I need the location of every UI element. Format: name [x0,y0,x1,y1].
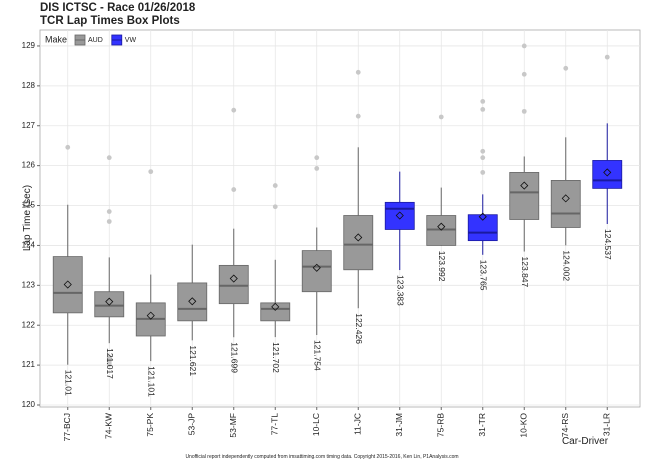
legend-label: AUD [88,37,103,44]
min-label: 123.383 [396,275,406,306]
mean-marker [395,211,404,220]
legend-label: VW [125,37,137,44]
box [52,256,83,314]
x-tick-label: 77-TL [270,413,280,435]
y-tick-label: 120 [22,400,36,409]
box [94,291,125,318]
outlier [480,155,486,161]
outlier [106,155,112,161]
x-axis-label: Car-Driver [562,436,609,447]
y-tick-label: 125 [22,201,36,210]
outlier [438,114,444,120]
x-tick-label: 74-KW [104,413,114,439]
box [592,160,623,189]
x-tick-label: 74-RS [560,413,570,437]
outlier [480,99,486,104]
mean-marker [478,212,487,221]
box [550,180,581,228]
min-label: 123.992 [437,251,447,282]
mean-marker [271,302,280,311]
outlier [106,209,112,214]
plot-area [39,29,641,408]
mean-marker [561,194,570,203]
min-label: 121.017 [105,348,115,379]
x-tick-label: 10-KO [519,413,529,438]
outlier [521,43,527,49]
outlier [521,108,527,114]
chart-title: DIS ICTSC - Race 01/26/2018 [40,2,196,14]
x-tick-label: 53-JP [187,413,197,436]
y-tick-label: 127 [22,121,36,130]
box [343,215,374,271]
box [467,214,498,242]
y-tick-label: 129 [22,41,36,50]
x-tick-label: 10-LC [311,413,321,436]
x-tick-label: 31-TR [477,413,487,437]
y-tick-label: 124 [22,241,36,250]
x-tick-label: 53-MF [228,413,238,438]
footer: Unofficial report independently computed… [185,454,458,460]
outlier [272,183,278,188]
min-label: 121.621 [188,345,198,376]
mean-marker [229,274,238,283]
min-label: 121.699 [230,342,240,373]
box [509,172,540,220]
outlier [106,362,112,367]
min-label: 122.426 [354,313,364,344]
y-tick-label: 126 [22,161,36,170]
mean-marker [63,280,72,289]
box [384,201,415,230]
chart-subtitle: TCR Lap Times Box Plots [40,15,180,27]
box [260,302,291,322]
min-label: 121.01 [64,370,74,396]
mean-marker [188,297,197,306]
y-axis-label: Lap Time (sec) [22,185,33,251]
outlier [480,170,486,175]
outlier [604,54,610,60]
outlier [480,148,486,154]
legend-title: Make [45,34,67,44]
outlier [272,204,278,210]
y-tick-label: 123 [22,280,36,289]
outlier [480,106,486,112]
x-tick-label: 75-RB [436,413,446,437]
x-tick-label: 75-PK [145,413,155,437]
min-label: 121.754 [313,340,323,371]
y-tick-label: 121 [22,360,36,369]
y-tick-label: 128 [22,81,36,90]
mean-marker [354,233,363,242]
mean-marker [437,222,446,231]
outlier [231,187,237,192]
x-tick-label: 77-BCJ [62,413,72,441]
min-label: 123.847 [520,257,530,288]
outlier [231,107,237,113]
min-label: 121.101 [147,366,157,397]
outlier [563,65,569,71]
min-label: 123.765 [479,260,489,291]
outlier [521,71,527,77]
y-tick-label: 122 [22,320,36,329]
mean-marker [105,297,114,306]
mean-marker [520,181,529,190]
min-label: 121.702 [271,342,281,373]
outlier [314,155,320,161]
outlier [106,219,112,224]
x-tick-label: 31-JM [394,413,404,437]
outlier [314,166,320,171]
x-tick-label: 11-JC [353,413,363,435]
outlier [65,144,71,150]
outlier [355,69,361,75]
mean-marker [603,168,612,177]
x-tick-label: 31-LR [602,413,612,436]
min-label: 124.537 [603,229,613,260]
outlier [355,113,361,119]
box [177,282,208,322]
mean-marker [312,263,321,272]
mean-marker [146,311,155,320]
min-label: 124.002 [562,250,572,281]
outlier [148,169,154,175]
box [218,264,249,305]
